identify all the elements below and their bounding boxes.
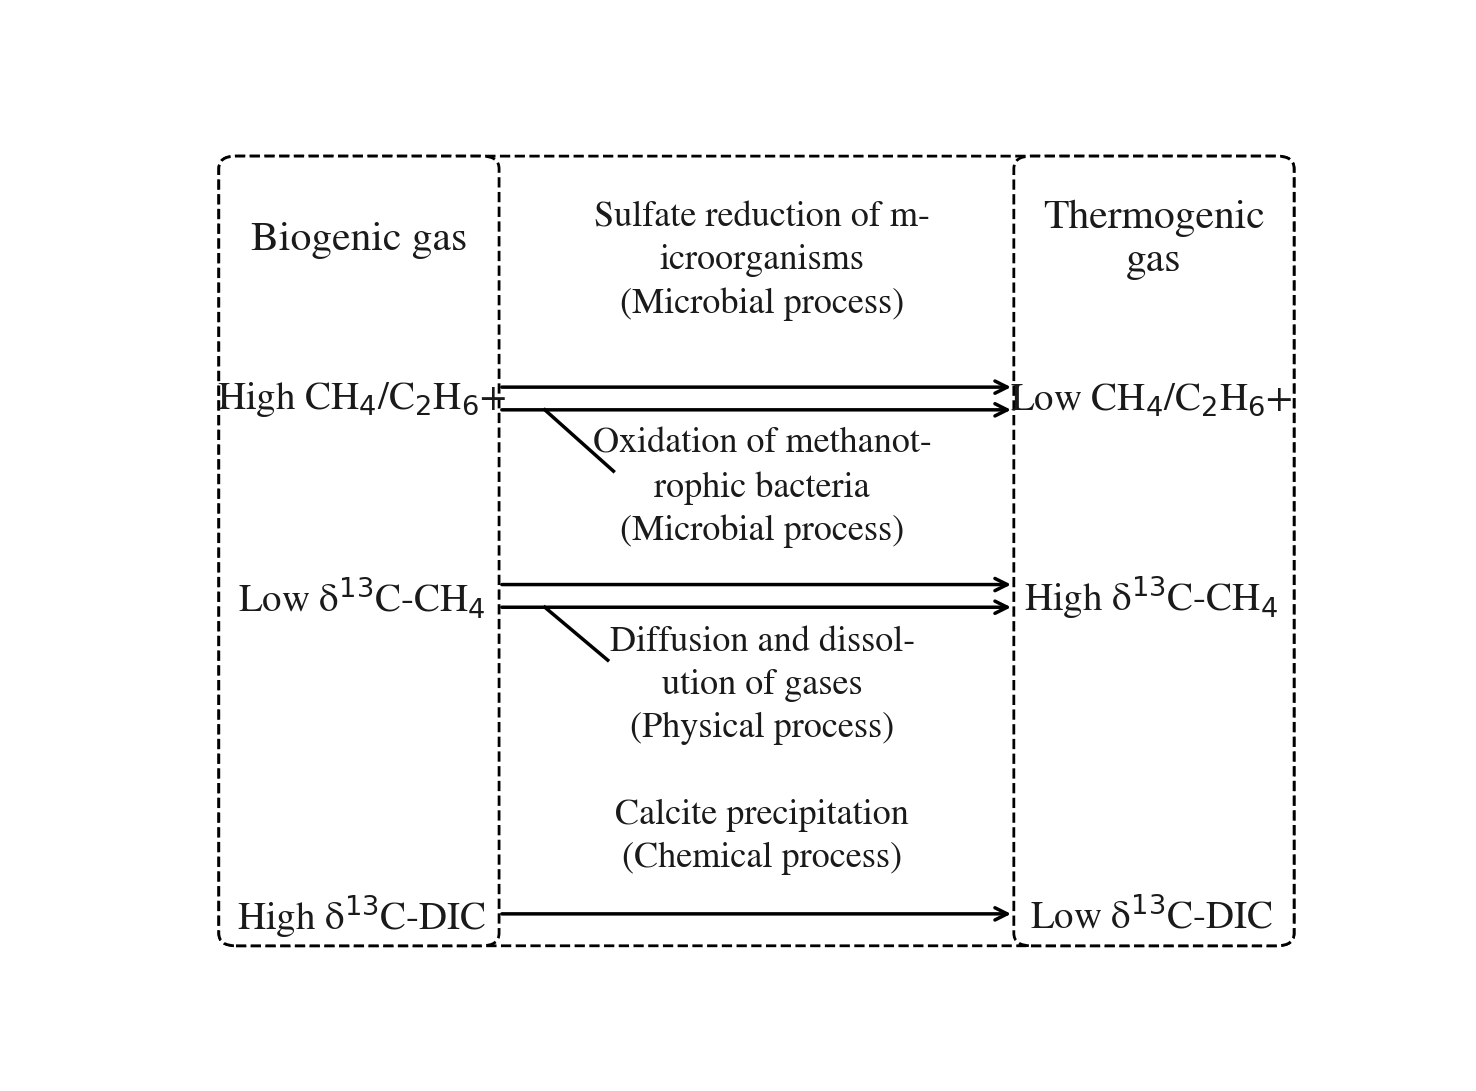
Text: Biogenic gas: Biogenic gas (251, 221, 466, 259)
Text: Low δ$^{13}$C-DIC: Low δ$^{13}$C-DIC (1030, 897, 1272, 936)
FancyBboxPatch shape (218, 156, 1294, 946)
Text: High δ$^{13}$C-CH$_4$: High δ$^{13}$C-CH$_4$ (1024, 573, 1278, 621)
Text: Sulfate reduction of m-
icroorganisms
(Microbial process): Sulfate reduction of m- icroorganisms (M… (595, 201, 930, 321)
Text: Thermogenic
gas: Thermogenic gas (1044, 200, 1265, 280)
Text: Diffusion and dissol-
ution of gases
(Physical process): Diffusion and dissol- ution of gases (Ph… (610, 625, 915, 745)
Text: Calcite precipitation
(Chemical process): Calcite precipitation (Chemical process) (615, 799, 909, 875)
FancyBboxPatch shape (1014, 156, 1294, 946)
Text: Low δ$^{13}$C-CH$_4$: Low δ$^{13}$C-CH$_4$ (238, 574, 486, 620)
FancyBboxPatch shape (218, 156, 499, 946)
Text: Oxidation of methanot-
rophic bacteria
(Microbial process): Oxidation of methanot- rophic bacteria (… (593, 428, 931, 549)
Text: Low CH$_4$/C$_2$H$_6$+: Low CH$_4$/C$_2$H$_6$+ (1010, 382, 1293, 418)
Text: High CH$_4$/C$_2$H$_6$+: High CH$_4$/C$_2$H$_6$+ (217, 381, 506, 419)
Text: High δ$^{13}$C-DIC: High δ$^{13}$C-DIC (238, 892, 487, 940)
